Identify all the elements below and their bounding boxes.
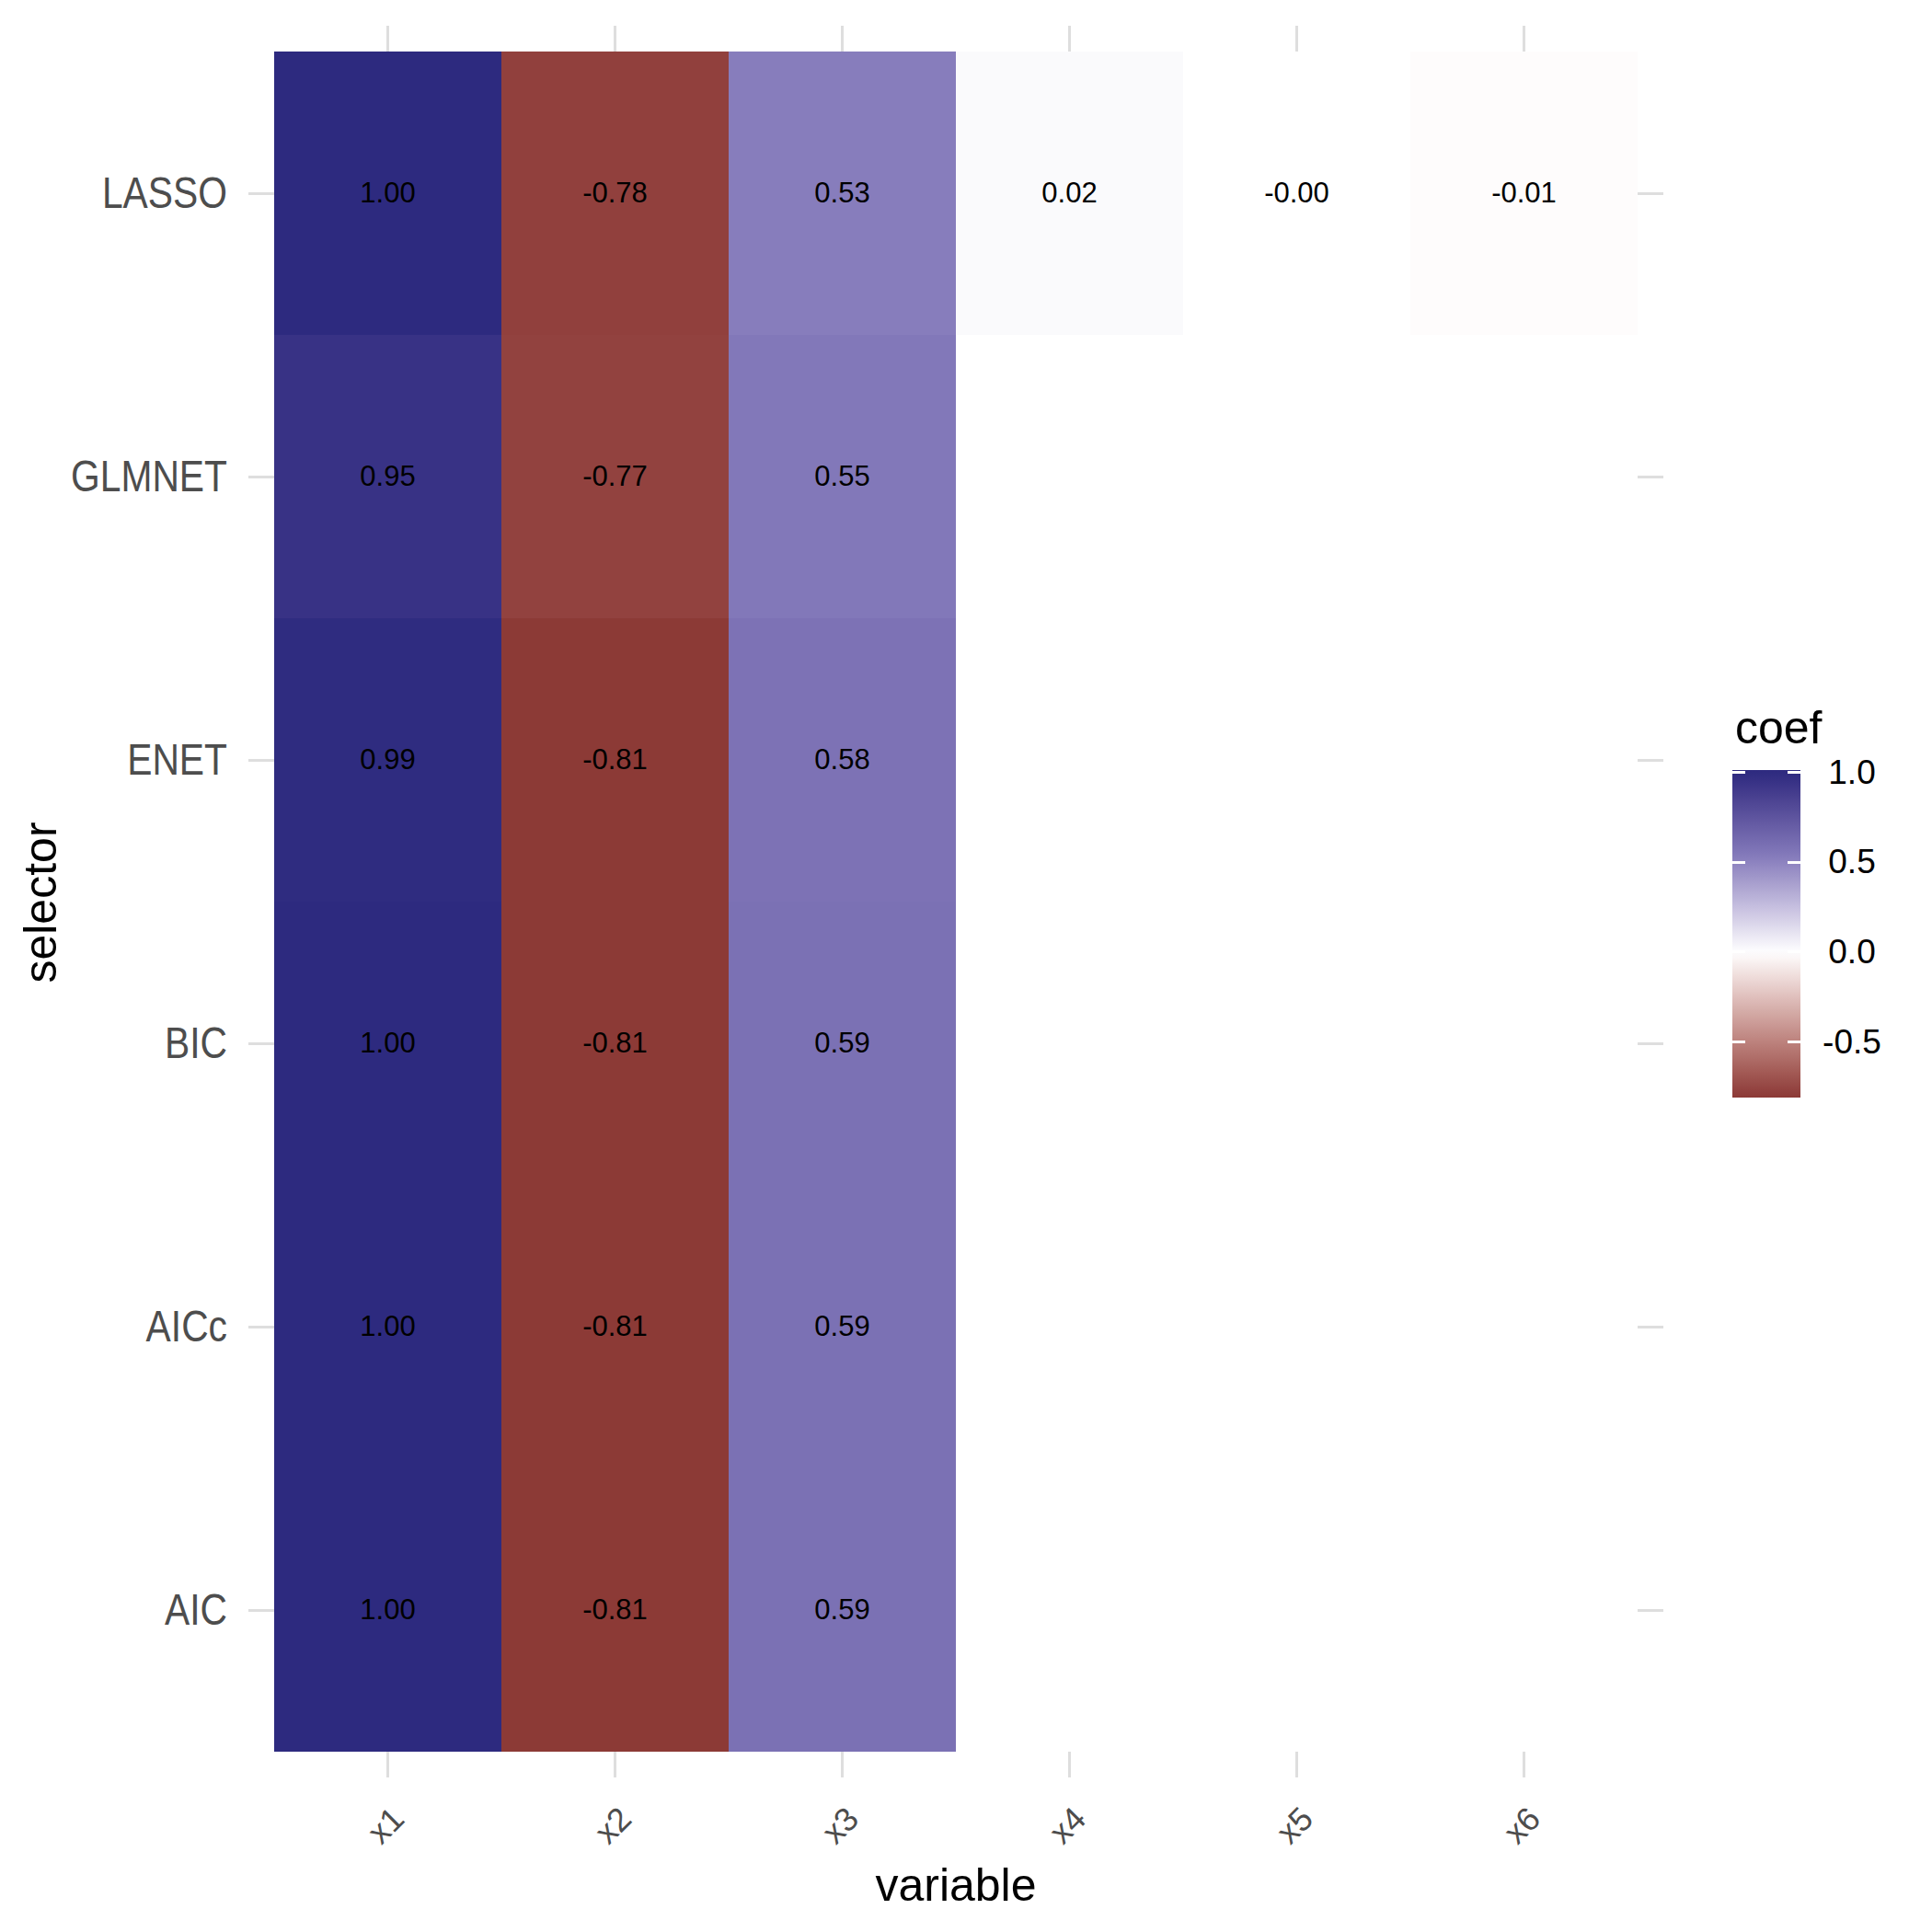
heatmap-tile: -0.00: [1183, 52, 1410, 335]
axis-tick: [248, 1042, 274, 1045]
y-axis-title: selector: [14, 719, 67, 1087]
x-axis-title: variable: [726, 1858, 1186, 1912]
heatmap-tile: 0.59: [729, 1185, 956, 1468]
heatmap-tile: 0.02: [956, 52, 1183, 335]
axis-tick: [248, 476, 274, 478]
y-axis-tick-label: AICc: [34, 1299, 227, 1354]
axis-tick: [248, 1326, 274, 1328]
legend-tick-label: -0.5: [1778, 1019, 1926, 1065]
tile-value-label: -0.78: [582, 177, 648, 210]
x-axis-tick-label: x3: [815, 1800, 868, 1852]
axis-tick: [248, 759, 274, 762]
legend-tick-label: 0.5: [1778, 839, 1926, 885]
heatmap-tile: -0.01: [1410, 52, 1638, 335]
axis-tick: [248, 1609, 274, 1612]
y-axis-tick-label: AIC: [34, 1582, 227, 1638]
axis-tick: [1295, 26, 1298, 52]
heatmap-tile: 1.00: [274, 1468, 501, 1752]
legend-tick-mark: [1732, 861, 1745, 864]
heatmap-tile: -0.78: [501, 52, 729, 335]
tile-value-label: 0.99: [360, 743, 415, 776]
tile-value-label: 0.95: [360, 460, 415, 493]
tile-value-label: 0.02: [1041, 177, 1097, 210]
tile-value-label: -0.81: [582, 1593, 648, 1627]
tile-value-label: 0.58: [814, 743, 869, 776]
heatmap-tile: 0.53: [729, 52, 956, 335]
legend-title: coef: [1735, 701, 1823, 754]
heatmap-tile: 1.00: [274, 52, 501, 335]
tile-value-label: 0.59: [814, 1027, 869, 1060]
heatmap-tile: -0.81: [501, 902, 729, 1185]
axis-tick: [1638, 192, 1663, 195]
tile-value-label: -0.00: [1264, 177, 1329, 210]
tile-value-label: -0.81: [582, 1027, 648, 1060]
legend-tick-label: 1.0: [1778, 750, 1926, 796]
x-axis-tick-label: x4: [1042, 1800, 1095, 1852]
heatmap-chart: 1.00 -0.78 0.53 0.02 -0.00 -0.01 0.95 -0.77 0.55…: [0, 0, 1932, 1932]
axis-tick: [1638, 759, 1663, 762]
legend-tick-mark: [1732, 950, 1745, 953]
heatmap-tile: 0.59: [729, 902, 956, 1185]
y-axis-tick-label: LASSO: [34, 166, 227, 221]
axis-tick: [248, 192, 274, 195]
x-axis-tick-label: x6: [1497, 1800, 1549, 1852]
tile-value-label: 1.00: [360, 177, 415, 210]
heatmap-tile: -0.81: [501, 1468, 729, 1752]
axis-tick: [1638, 1042, 1663, 1045]
tile-value-label: 1.00: [360, 1310, 415, 1343]
axis-tick: [614, 26, 616, 52]
tile-value-label: -0.77: [582, 460, 648, 493]
axis-tick: [1068, 26, 1071, 52]
tile-value-label: 0.59: [814, 1593, 869, 1627]
y-axis-tick-label: GLMNET: [34, 449, 227, 504]
axis-tick: [1523, 26, 1525, 52]
tile-value-label: -0.01: [1491, 177, 1557, 210]
x-axis-tick-label: x1: [361, 1800, 413, 1852]
axis-tick: [1638, 1326, 1663, 1328]
axis-tick: [1068, 1752, 1071, 1777]
heatmap-tile: 0.99: [274, 618, 501, 902]
axis-tick: [1638, 1609, 1663, 1612]
heatmap-tile: -0.81: [501, 618, 729, 902]
tile-value-label: 0.59: [814, 1310, 869, 1343]
axis-tick: [386, 26, 389, 52]
tile-value-label: 1.00: [360, 1593, 415, 1627]
legend-tick-mark: [1732, 771, 1745, 774]
legend-tick-mark: [1732, 1041, 1745, 1043]
heatmap-tile: 1.00: [274, 1185, 501, 1468]
axis-tick: [1523, 1752, 1525, 1777]
tile-value-label: 0.53: [814, 177, 869, 210]
tile-value-label: 1.00: [360, 1027, 415, 1060]
x-axis-tick-label: x2: [588, 1800, 640, 1852]
heatmap-figure: { "chart_data": { "type": "heatmap", "ti…: [0, 0, 1932, 1932]
legend-tick-label: 0.0: [1778, 929, 1926, 975]
heatmap-tile: 1.00: [274, 902, 501, 1185]
tile-value-label: 0.55: [814, 460, 869, 493]
tile-value-label: -0.81: [582, 743, 648, 776]
heatmap-tile: 0.95: [274, 335, 501, 618]
heatmap-tile: 0.55: [729, 335, 956, 618]
x-axis-tick-label: x5: [1270, 1800, 1322, 1852]
axis-tick: [841, 26, 844, 52]
heatmap-tile: 0.58: [729, 618, 956, 902]
tile-value-label: -0.81: [582, 1310, 648, 1343]
axis-tick: [614, 1752, 616, 1777]
heatmap-tile: 0.59: [729, 1468, 956, 1752]
heatmap-tile: -0.81: [501, 1185, 729, 1468]
axis-tick: [386, 1752, 389, 1777]
axis-tick: [841, 1752, 844, 1777]
axis-tick: [1295, 1752, 1298, 1777]
heatmap-tile: -0.77: [501, 335, 729, 618]
axis-tick: [1638, 476, 1663, 478]
